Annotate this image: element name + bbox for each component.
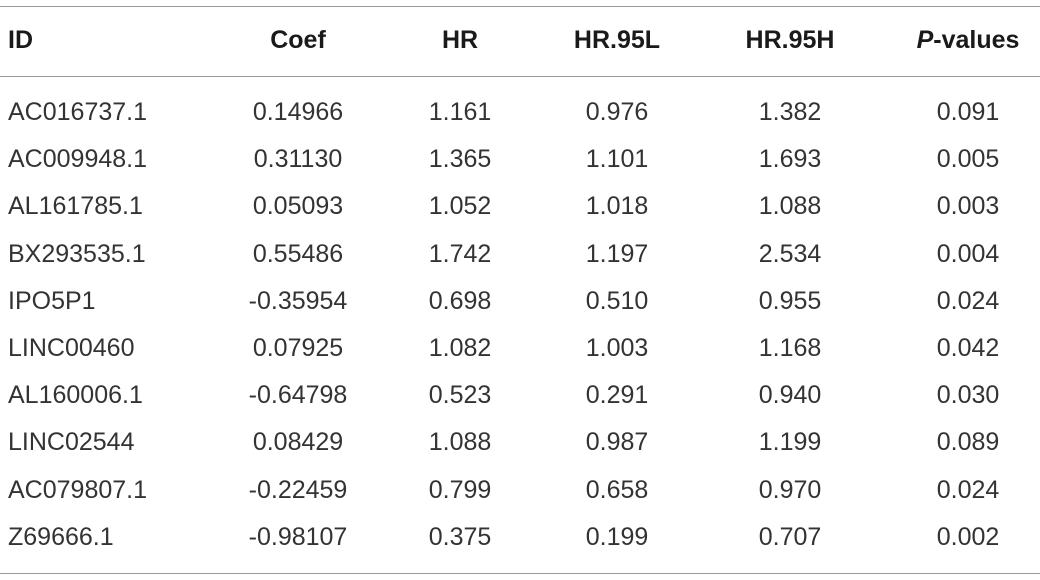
cell-hr95h: 2.534 bbox=[758, 239, 822, 268]
cell-hr95h: 1.088 bbox=[758, 192, 822, 221]
table-row: AC079807.1 -0.22459 0.799 0.658 0.970 0.024 bbox=[0, 467, 1040, 514]
cell-id: AC016737.1 bbox=[8, 98, 148, 126]
cell-id: LINC02544 bbox=[8, 428, 135, 457]
cell-hr: 0.799 bbox=[428, 475, 492, 504]
cell-hr: 1.742 bbox=[428, 239, 492, 268]
cell-hr95l: 1.101 bbox=[585, 145, 649, 174]
cell-hr95l: 0.987 bbox=[585, 428, 649, 457]
header-hr: HR bbox=[441, 26, 479, 54]
cell-id: Z69666.1 bbox=[8, 522, 114, 551]
cell-hr95h: 1.382 bbox=[758, 98, 822, 126]
cell-coef: -0.35954 bbox=[248, 286, 348, 315]
table-row: IPO5P1 -0.35954 0.698 0.510 0.955 0.024 bbox=[0, 278, 1040, 325]
cell-coef: 0.07925 bbox=[252, 334, 344, 362]
cell-hr95l: 1.003 bbox=[585, 334, 649, 362]
cell-hr95h: 1.199 bbox=[758, 428, 822, 457]
cell-p-value: 0.042 bbox=[936, 334, 1000, 362]
cell-coef: -0.64798 bbox=[248, 381, 348, 410]
header-id: ID bbox=[8, 26, 33, 54]
cell-coef: 0.05093 bbox=[252, 192, 344, 221]
cell-hr: 0.698 bbox=[428, 286, 492, 315]
header-p-rest: -values bbox=[933, 26, 1020, 54]
table-row: LINC00460 0.07925 1.082 1.003 1.168 0.042 bbox=[0, 325, 1040, 372]
cell-hr: 0.523 bbox=[428, 381, 492, 410]
cell-p-value: 0.089 bbox=[936, 428, 1000, 457]
cell-hr95h: 0.955 bbox=[758, 286, 822, 315]
cell-p-value: 0.024 bbox=[936, 286, 1000, 315]
cell-hr95h: 0.707 bbox=[758, 522, 822, 551]
table-top-rule bbox=[0, 6, 1040, 7]
table-row: AC016737.1 0.14966 1.161 0.976 1.382 0.091 bbox=[0, 89, 1040, 136]
cell-hr: 1.088 bbox=[428, 428, 492, 457]
cell-hr: 1.161 bbox=[428, 98, 492, 126]
cell-id: LINC00460 bbox=[8, 334, 135, 362]
cell-p-value: 0.030 bbox=[936, 381, 1000, 410]
cell-hr: 1.082 bbox=[428, 334, 492, 362]
header-p-values: P-values bbox=[888, 17, 1040, 64]
cell-coef: 0.31130 bbox=[253, 145, 343, 174]
table-bottom-rule bbox=[0, 573, 1040, 574]
cell-hr95l: 0.976 bbox=[585, 98, 649, 126]
table-row: BX293535.1 0.55486 1.742 1.197 2.534 0.004 bbox=[0, 231, 1040, 278]
cell-hr95l: 0.510 bbox=[585, 286, 649, 315]
cell-hr95l: 1.018 bbox=[585, 192, 649, 221]
cell-id: BX293535.1 bbox=[8, 239, 146, 268]
cell-id: IPO5P1 bbox=[8, 286, 96, 315]
cell-hr95h: 1.168 bbox=[758, 334, 822, 362]
header-p-italic: P bbox=[916, 26, 934, 54]
table-row: LINC02544 0.08429 1.088 0.987 1.199 0.089 bbox=[0, 419, 1040, 466]
cell-hr95h: 0.970 bbox=[758, 475, 822, 504]
cell-hr: 1.052 bbox=[428, 192, 492, 221]
cell-coef: 0.55486 bbox=[252, 239, 344, 268]
cell-hr: 1.365 bbox=[428, 145, 492, 174]
cell-id: AL161785.1 bbox=[8, 192, 143, 221]
cell-hr95l: 0.199 bbox=[585, 522, 649, 551]
cell-hr95h: 1.693 bbox=[758, 145, 822, 174]
cell-hr: 0.375 bbox=[428, 522, 492, 551]
cell-coef: 0.14966 bbox=[252, 98, 344, 126]
cell-p-value: 0.005 bbox=[936, 145, 1000, 174]
cell-p-value: 0.003 bbox=[936, 192, 1000, 221]
header-hr95h: HR.95H bbox=[745, 26, 835, 54]
header-hr95l: HR.95L bbox=[573, 26, 661, 54]
table-row: AL161785.1 0.05093 1.052 1.018 1.088 0.003 bbox=[0, 183, 1040, 230]
cell-id: AC009948.1 bbox=[8, 145, 148, 174]
cell-id: AL160006.1 bbox=[8, 381, 143, 410]
cell-p-value: 0.002 bbox=[936, 522, 1000, 551]
table-row: AC009948.1 0.31130 1.365 1.101 1.693 0.005 bbox=[0, 136, 1040, 183]
cell-p-value: 0.091 bbox=[936, 98, 1000, 126]
cell-p-value: 0.004 bbox=[936, 239, 1000, 268]
table-row: AL160006.1 -0.64798 0.523 0.291 0.940 0.030 bbox=[0, 372, 1040, 419]
header-coef: Coef bbox=[270, 26, 326, 54]
cell-hr95l: 0.658 bbox=[585, 475, 649, 504]
table-header-rule bbox=[0, 76, 1040, 77]
cell-p-value: 0.024 bbox=[936, 475, 1000, 504]
cell-coef: 0.08429 bbox=[252, 428, 344, 457]
table-header-row: ID Coef HR HR.95L HR.95H P-values bbox=[0, 17, 1040, 64]
cell-hr95l: 1.197 bbox=[585, 239, 649, 268]
cell-coef: -0.98107 bbox=[248, 522, 348, 551]
cell-hr95h: 0.940 bbox=[758, 381, 822, 410]
table-row: Z69666.1 -0.98107 0.375 0.199 0.707 0.002 bbox=[0, 514, 1040, 561]
cell-hr95l: 0.291 bbox=[585, 381, 649, 410]
cell-coef: -0.22459 bbox=[248, 475, 348, 504]
cell-id: AC079807.1 bbox=[8, 475, 148, 504]
